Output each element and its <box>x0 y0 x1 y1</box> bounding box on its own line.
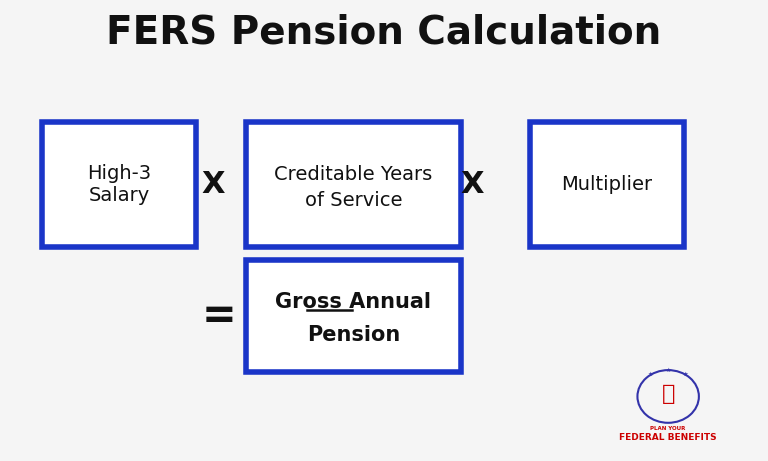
Text: Multiplier: Multiplier <box>561 175 652 194</box>
Text: High-3
Salary: High-3 Salary <box>87 164 151 205</box>
Text: ★: ★ <box>647 372 654 378</box>
Text: ★: ★ <box>665 367 671 372</box>
Text: Creditable Years: Creditable Years <box>274 165 432 184</box>
Text: of Service: of Service <box>305 191 402 210</box>
Text: Pension: Pension <box>306 325 400 344</box>
Text: 🦅: 🦅 <box>661 384 675 404</box>
Text: X: X <box>202 170 225 199</box>
Text: PLAN YOUR: PLAN YOUR <box>650 426 686 431</box>
FancyBboxPatch shape <box>42 122 196 247</box>
FancyBboxPatch shape <box>246 260 461 372</box>
Text: FEDERAL BENEFITS: FEDERAL BENEFITS <box>619 433 717 442</box>
Text: ★: ★ <box>683 372 689 378</box>
Text: X: X <box>461 170 484 199</box>
Text: Gross Annual: Gross Annual <box>275 292 432 312</box>
Text: =: = <box>201 295 237 337</box>
FancyBboxPatch shape <box>530 122 684 247</box>
Text: FERS Pension Calculation: FERS Pension Calculation <box>107 14 661 52</box>
FancyBboxPatch shape <box>246 122 461 247</box>
